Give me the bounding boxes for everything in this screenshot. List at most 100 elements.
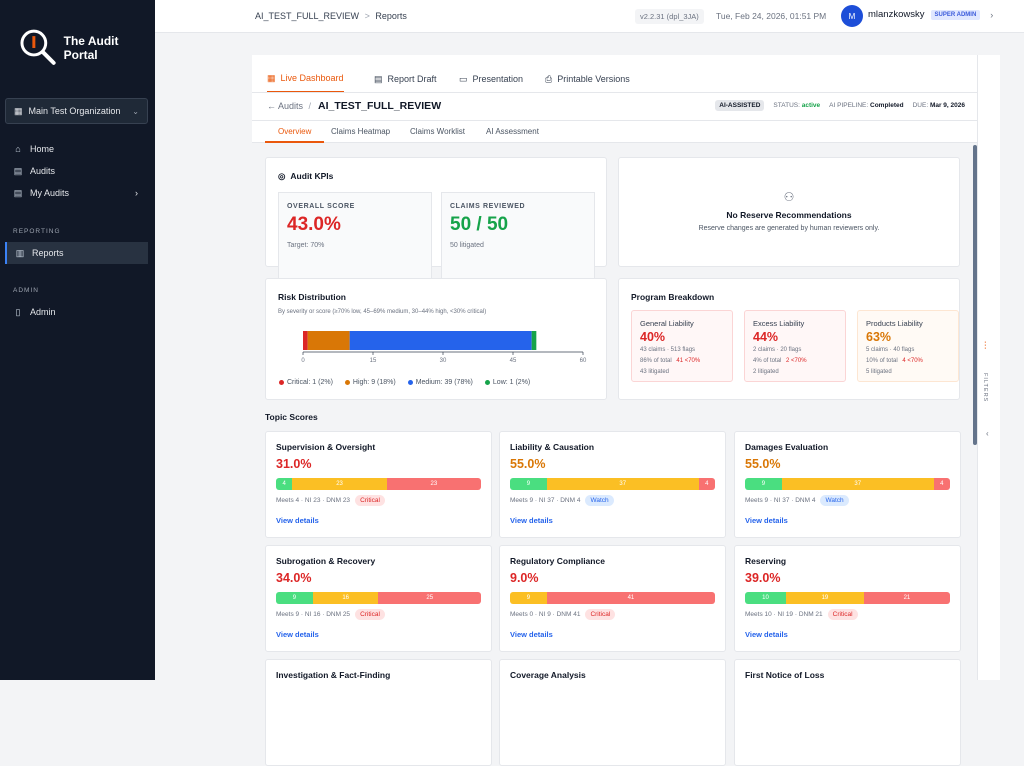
back-label: Audits	[278, 101, 304, 111]
sidebar-item-reports[interactable]: ▥ Reports	[5, 242, 148, 264]
due-date: DUE: Mar 9, 2026	[913, 102, 965, 109]
view-details-link[interactable]: View details	[276, 630, 319, 639]
nav-label: Reports	[32, 248, 64, 258]
topic-name: Subrogation & Recovery	[276, 556, 376, 566]
ai-pipeline: AI PIPELINE: Completed	[829, 102, 903, 109]
program-item[interactable]: Excess Liability 44% 2 claims · 20 flags…	[744, 310, 846, 382]
legend-label: Medium: 39 (78%)	[415, 379, 473, 386]
subtab-overview[interactable]: Overview	[265, 122, 325, 143]
risk-chart: 0 15 30 45 60	[301, 331, 587, 364]
program-item[interactable]: Products Liability 63% 5 claims · 40 fla…	[857, 310, 959, 382]
chart-subtitle: By severity or score (≥70% low, 45–69% m…	[278, 309, 487, 315]
legend-dot	[484, 380, 490, 385]
topic-score: 55.0%	[745, 457, 781, 471]
bar-meets: 10	[745, 592, 786, 604]
reserve-text: Reserve changes are generated by human r…	[698, 225, 880, 232]
status-label: STATUS:	[773, 102, 800, 109]
program-share: 10% of total	[866, 358, 898, 364]
topic-card: Reserving 39.0% 10 19 21 Meets 10 · NI 19 ·…	[734, 545, 961, 652]
chevron-right-icon[interactable]: ›	[990, 9, 994, 20]
audit-kpis-card: ◎ Audit KPIs OVERALL SCORE 43.0% Target: 70…	[265, 157, 607, 284]
subtab-claims-heatmap[interactable]: Claims Heatmap	[331, 127, 391, 136]
breadcrumb-sep: /	[308, 101, 312, 111]
subtab-claims-worklist[interactable]: Claims Worklist	[410, 127, 465, 136]
program-claims: 43 claims · 513 flags	[640, 347, 696, 353]
kpi-value: 50 / 50	[450, 214, 509, 235]
program-item[interactable]: General Liability 40% 43 claims · 513 fl…	[631, 310, 733, 382]
bar-medium	[349, 331, 532, 350]
topic-scores-title: Topic Scores	[265, 412, 318, 422]
org-selector[interactable]: ▦ Main Test Organization ⌄	[5, 98, 148, 124]
tab-presentation[interactable]: ▭ Presentation	[459, 65, 523, 93]
username[interactable]: mlanzkowsky	[868, 9, 925, 20]
view-details-link[interactable]: View details	[745, 516, 788, 525]
report-header: ▦ Live Dashboard ▤ Report Draft ▭ Presentat…	[252, 55, 977, 143]
sidebar-item-my-audits[interactable]: ▤ My Audits ›	[5, 182, 148, 204]
chevron-left-icon[interactable]: ‹	[986, 429, 989, 438]
topic-meta: Meets 9 · NI 37 · DNM 4	[510, 497, 581, 504]
scrollbar-thumb[interactable]	[973, 145, 977, 445]
pipeline-value: Completed	[870, 102, 904, 109]
topic-bar: 9 37 4	[745, 478, 950, 490]
back-to-audits-link[interactable]: ← Audits /	[267, 101, 312, 111]
tab-report-draft[interactable]: ▤ Report Draft	[374, 65, 437, 93]
program-pct: 44%	[753, 330, 779, 344]
view-details-link[interactable]: View details	[745, 630, 788, 639]
user-menu[interactable]: mlanzkowsky SUPER ADMIN ›	[868, 9, 993, 20]
tab-label: Report Draft	[387, 74, 437, 84]
breadcrumb: AI_TEST_FULL_REVIEW > Reports	[255, 11, 407, 21]
filters-rail[interactable]: ⫶ FILTERS ‹	[977, 55, 1000, 680]
tab-label: Presentation	[472, 74, 524, 84]
legend-label: Critical: 1 (2%)	[287, 379, 333, 386]
avatar[interactable]: M	[841, 5, 863, 27]
program-below-target: 2 <70%	[786, 358, 807, 364]
home-icon: ⌂	[15, 144, 21, 154]
topic-name: Investigation & Fact-Finding	[276, 670, 391, 680]
bar-ni: 9	[510, 592, 547, 604]
sidebar-item-admin[interactable]: ▯ Admin	[5, 301, 148, 323]
version-badge: v2.2.31 (dpl_3JA)	[635, 9, 704, 24]
subtab-ai-assessment[interactable]: AI Assessment	[486, 127, 539, 136]
sidebar-item-home[interactable]: ⌂ Home	[5, 138, 148, 160]
chevron-down-icon: ⌄	[132, 106, 139, 116]
bar-ni: 16	[312, 592, 379, 604]
audit-meta: AI-ASSISTED STATUS: active AI PIPELINE: …	[715, 100, 965, 111]
topic-meta: Meets 9 · NI 37 · DNM 4	[745, 497, 816, 504]
kpi-sub: Target: 70%	[287, 242, 325, 249]
due-value: Mar 9, 2026	[929, 102, 965, 109]
building-icon: ▦	[14, 105, 23, 116]
nav-label: Admin	[30, 307, 56, 317]
status-value: active	[801, 102, 821, 109]
nav-label: Home	[30, 144, 55, 154]
topic-card: Regulatory Compliance 9.0% 9 41 Meets 0 · …	[499, 545, 726, 652]
topic-score: 31.0%	[276, 457, 312, 471]
document-icon: ▤	[374, 73, 383, 84]
bar-dnm: 4	[698, 478, 715, 490]
topic-card: Liability & Causation 55.0% 9 37 4 Meets 9 …	[499, 431, 726, 538]
bar-ni: 37	[546, 478, 699, 490]
program-pct: 63%	[866, 330, 892, 344]
logo[interactable]: The Audit Portal	[18, 28, 155, 68]
status-badge: Critical	[355, 609, 385, 620]
bar-dnm: 21	[863, 592, 950, 604]
kpis-title: ◎ Audit KPIs	[278, 171, 333, 182]
breadcrumb-audit[interactable]: AI_TEST_FULL_REVIEW	[255, 11, 360, 21]
topic-name: First Notice of Loss	[745, 670, 825, 680]
topic-name: Damages Evaluation	[745, 442, 829, 452]
view-details-link[interactable]: View details	[276, 516, 319, 525]
tab-live-dashboard[interactable]: ▦ Live Dashboard	[267, 65, 344, 93]
pipeline-label: AI PIPELINE:	[829, 102, 869, 109]
tab-printable-versions[interactable]: ⎙ Printable Versions	[545, 65, 630, 93]
program-share: 86% of total	[640, 358, 672, 364]
nav-label: Audits	[30, 166, 56, 176]
view-details-link[interactable]: View details	[510, 630, 553, 639]
kpi-sub: 50 litigated	[450, 242, 484, 249]
legend-dot	[279, 380, 284, 385]
view-details-link[interactable]: View details	[510, 516, 553, 525]
sliders-icon: ⫶	[984, 341, 987, 352]
bar-meets: 9	[276, 592, 313, 604]
app-title: The Audit Portal	[63, 34, 119, 62]
sidebar-item-audits[interactable]: ▤ Audits	[5, 160, 148, 182]
x-tick-label: 0	[301, 358, 305, 364]
section-admin: ADMIN	[13, 287, 39, 294]
